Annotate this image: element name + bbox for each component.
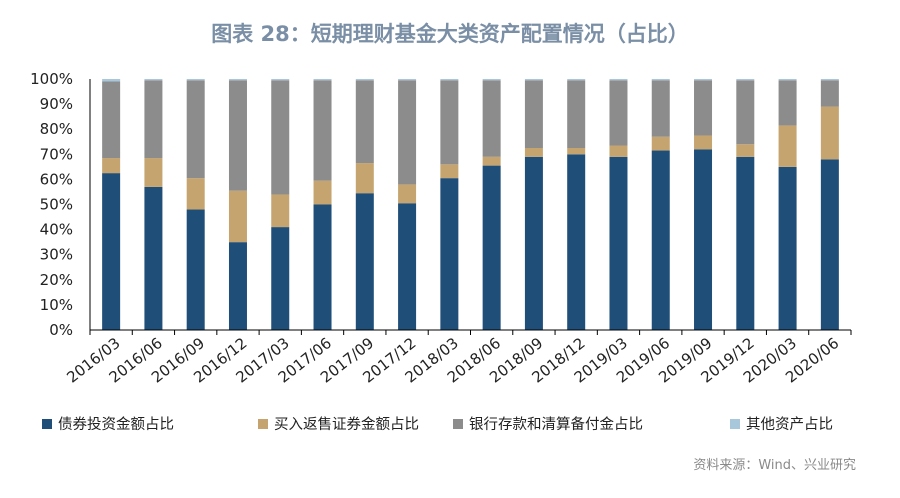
bar-segment-series-2	[736, 144, 755, 157]
bar-segment-series-1	[271, 227, 290, 330]
y-tick-label: 20%	[40, 271, 73, 289]
bar-segment-series-1	[186, 209, 205, 330]
bar-segment-series-1	[609, 156, 628, 330]
bar-segment-series-1	[440, 178, 459, 330]
bar-segment-series-4	[694, 79, 713, 81]
bar-segment-series-2	[651, 136, 670, 151]
bar-segment-series-2	[609, 145, 628, 157]
bar-segment-series-1	[778, 166, 797, 330]
bar-segment-series-3	[694, 80, 713, 136]
chart-title: 图表 28：短期理财基金大类资产配置情况（占比）	[211, 22, 689, 46]
bar-segment-series-2	[694, 135, 713, 150]
bar-segment-series-3	[567, 80, 586, 149]
plot-area	[102, 79, 839, 330]
bar-segment-series-4	[102, 79, 121, 82]
y-tick-label: 10%	[40, 296, 73, 314]
x-axis: 2016/032016/062016/092016/122017/032017/…	[63, 334, 842, 387]
bar-segment-series-4	[524, 79, 543, 81]
bar-segment-series-2	[524, 148, 543, 157]
legend-label: 买入返售证券金额占比	[274, 416, 419, 433]
bar-segment-series-3	[186, 80, 205, 179]
bar-segment-series-3	[102, 81, 121, 159]
bar-segment-series-4	[567, 79, 586, 81]
bar-segment-series-1	[398, 203, 417, 330]
y-tick-label: 50%	[40, 196, 73, 214]
bar-segment-series-2	[820, 106, 839, 160]
bar-segment-series-3	[651, 80, 670, 137]
bar-segment-series-1	[651, 150, 670, 330]
legend-label: 银行存款和清算备付金占比	[469, 416, 643, 433]
legend-swatch	[258, 419, 268, 429]
bar-segment-series-1	[355, 193, 374, 330]
bar-segment-series-4	[736, 79, 755, 81]
y-tick-label: 70%	[40, 145, 73, 163]
y-tick-label: 100%	[30, 70, 73, 88]
bar-segment-series-4	[609, 79, 628, 81]
bar-segment-series-1	[694, 149, 713, 330]
legend-label: 债券投资金额占比	[58, 416, 174, 433]
axes	[89, 79, 852, 335]
bar-segment-series-3	[820, 80, 839, 107]
bar-segment-series-3	[609, 80, 628, 146]
bar-segment-series-4	[144, 79, 163, 81]
bar-segment-series-4	[778, 79, 797, 81]
bar-segment-series-1	[102, 173, 121, 330]
bar-segment-series-3	[313, 80, 332, 181]
bar-segment-series-1	[482, 165, 501, 330]
bar-segment-series-3	[524, 80, 543, 149]
bar-segment-series-4	[355, 79, 374, 81]
y-tick-label: 0%	[49, 321, 73, 339]
bar-segment-series-4	[228, 79, 247, 81]
bar-segment-series-3	[736, 80, 755, 145]
legend: 债券投资金额占比 买入返售证券金额占比 银行存款和清算备付金占比 其他资产占比	[42, 416, 833, 433]
bar-segment-series-3	[482, 80, 501, 157]
source-note: 资料来源：Wind、兴业研究	[693, 458, 856, 473]
bar-segment-series-4	[313, 79, 332, 81]
y-tick-label: 90%	[40, 95, 73, 113]
y-tick-label: 80%	[40, 120, 73, 138]
legend-swatch	[42, 419, 52, 429]
bar-segment-series-2	[482, 156, 501, 166]
y-axis: 0% 10% 20% 30% 40% 50% 60% 70% 80% 90% 100%	[30, 70, 73, 339]
y-tick-label: 60%	[40, 170, 73, 188]
bar-segment-series-3	[355, 80, 374, 164]
legend-swatch	[453, 419, 463, 429]
bar-segment-series-2	[567, 148, 586, 155]
bar-segment-series-4	[820, 79, 839, 81]
bar-segment-series-1	[524, 156, 543, 330]
bar-segment-series-4	[651, 79, 670, 81]
bar-segment-series-1	[736, 156, 755, 330]
y-tick-label: 40%	[40, 221, 73, 239]
bar-segment-series-3	[778, 80, 797, 126]
bar-segment-series-2	[186, 178, 205, 210]
bar-segment-series-2	[102, 158, 121, 174]
bar-segment-series-2	[271, 194, 290, 228]
bar-segment-series-2	[355, 163, 374, 194]
bar-segment-series-1	[144, 186, 163, 330]
bar-segment-series-3	[398, 80, 417, 185]
bar-segment-series-3	[144, 80, 163, 159]
y-tick-label: 30%	[40, 246, 73, 264]
bar-segment-series-1	[820, 159, 839, 330]
bar-segment-series-1	[313, 204, 332, 330]
legend-swatch	[730, 419, 740, 429]
legend-label: 其他资产占比	[746, 416, 833, 433]
bar-segment-series-1	[228, 242, 247, 330]
bar-segment-series-2	[778, 125, 797, 167]
bar-segment-series-4	[398, 79, 417, 81]
bar-segment-series-3	[228, 80, 247, 191]
bar-segment-series-2	[398, 184, 417, 204]
bar-segment-series-2	[144, 158, 163, 187]
bar-segment-series-4	[271, 79, 290, 81]
bar-segment-series-2	[228, 190, 247, 243]
bar-segment-series-4	[440, 79, 459, 81]
bar-segment-series-1	[567, 154, 586, 330]
bar-segment-series-2	[440, 164, 459, 179]
bar-segment-series-4	[482, 79, 501, 81]
bar-segment-series-4	[186, 79, 205, 81]
bar-segment-series-2	[313, 180, 332, 205]
bar-segment-series-3	[271, 80, 290, 195]
bar-segment-series-3	[440, 80, 459, 165]
